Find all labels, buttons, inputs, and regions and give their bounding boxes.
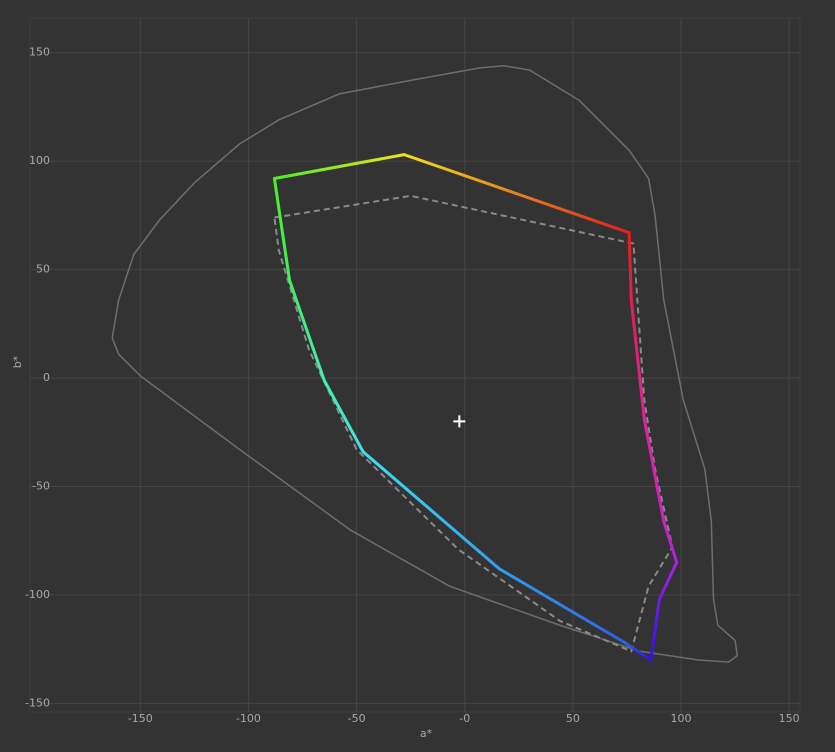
x-tick-label: 100 xyxy=(671,712,692,725)
x-tick-label: -0 xyxy=(459,712,470,725)
locus-line xyxy=(111,64,739,663)
gamut-segment xyxy=(642,417,666,523)
reference-gamut xyxy=(273,194,674,653)
gamut-segment xyxy=(649,597,661,662)
x-tick-label: 50 xyxy=(566,712,580,725)
gamut-segment xyxy=(629,298,646,421)
y-tick-label: 100 xyxy=(29,154,50,167)
gamut-segment xyxy=(497,567,627,645)
gamut-segment xyxy=(657,560,679,601)
gamut-segment xyxy=(662,519,679,564)
gamut-segment xyxy=(402,153,631,235)
x-tick-label: -100 xyxy=(236,712,261,725)
y-tick-label: 50 xyxy=(36,263,50,276)
y-tick-label: -50 xyxy=(32,479,50,492)
y-axis-label: b* xyxy=(11,355,24,368)
x-tick-label: -150 xyxy=(128,712,153,725)
y-tick-label: 150 xyxy=(29,46,50,59)
gamut-segment xyxy=(361,450,501,571)
gamut-segment xyxy=(322,378,365,454)
gamut-segment xyxy=(272,176,292,282)
x-axis-label: a* xyxy=(420,727,433,740)
gamut-segment xyxy=(288,278,326,382)
x-tick-label: 150 xyxy=(779,712,800,725)
white-point xyxy=(453,415,466,428)
x-tick-label: -50 xyxy=(348,712,366,725)
gamut-segment xyxy=(627,231,633,302)
gamut-segment xyxy=(272,153,406,180)
y-tick-label: 0 xyxy=(43,371,50,384)
gamut-segment xyxy=(623,641,653,662)
plot-frame xyxy=(29,17,801,713)
y-tick-label: -150 xyxy=(25,696,50,709)
y-tick-label: -100 xyxy=(25,588,50,601)
